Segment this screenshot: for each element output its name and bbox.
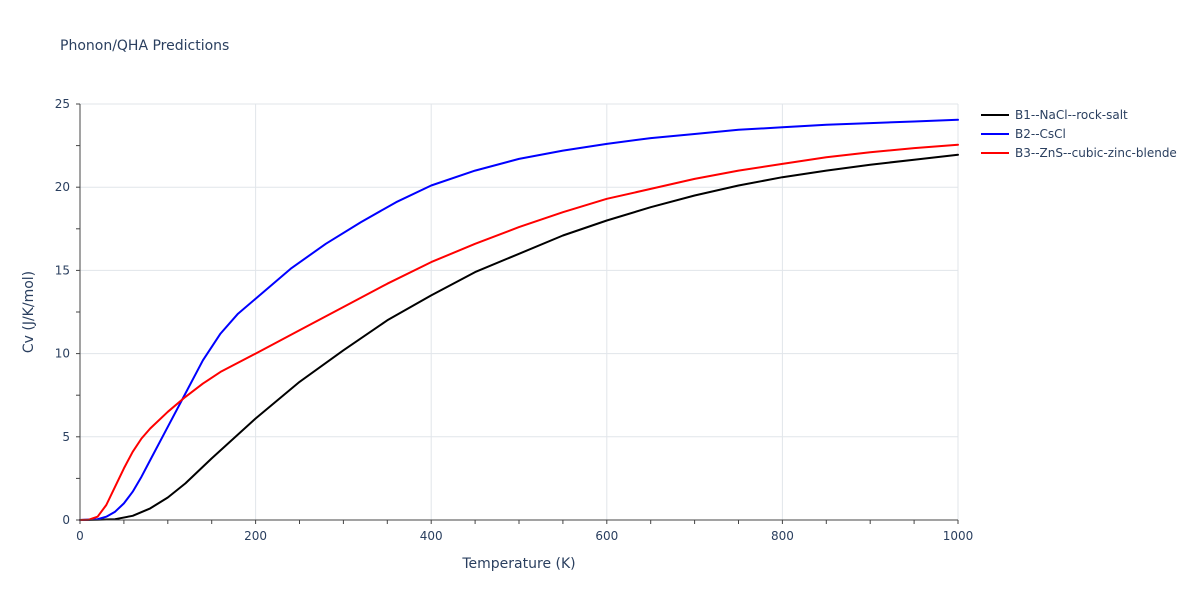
series-line-2 [79, 118, 959, 521]
x-tick-label: 600 [595, 529, 618, 543]
series-line-3 [79, 143, 959, 521]
x-tick-label: 0 [76, 529, 84, 543]
axes: 0 200 400 600 800 1000 0 5 10 15 20 25 [55, 97, 974, 543]
x-tick-label: 400 [420, 529, 443, 543]
legend: B1--NaCl--rock-salt B2--CsCl B3--ZnS--cubi… [981, 108, 1177, 160]
y-tick-label: 15 [55, 263, 70, 277]
y-tick-label: 10 [55, 347, 70, 361]
y-tick-label: 25 [55, 97, 70, 111]
y-axis-title: Cv (J/K/mol) [21, 271, 37, 353]
plot-area [79, 118, 959, 521]
series-line-1 [79, 153, 959, 521]
legend-label: B2--CsCl [1015, 127, 1066, 141]
legend-label: B3--ZnS--cubic-zinc-blende [1015, 146, 1177, 160]
y-tick-label: 20 [55, 180, 70, 194]
x-tick-label: 1000 [943, 529, 974, 543]
chart-title: Phonon/QHA Predictions [60, 38, 229, 54]
x-tick-label: 800 [771, 529, 794, 543]
y-tick-label: 0 [62, 513, 70, 527]
x-axis-title: Temperature (K) [461, 556, 575, 572]
x-tick-label: 200 [244, 529, 267, 543]
y-tick-label: 5 [62, 430, 70, 444]
legend-label: B1--NaCl--rock-salt [1015, 108, 1128, 122]
grid [80, 103, 959, 520]
